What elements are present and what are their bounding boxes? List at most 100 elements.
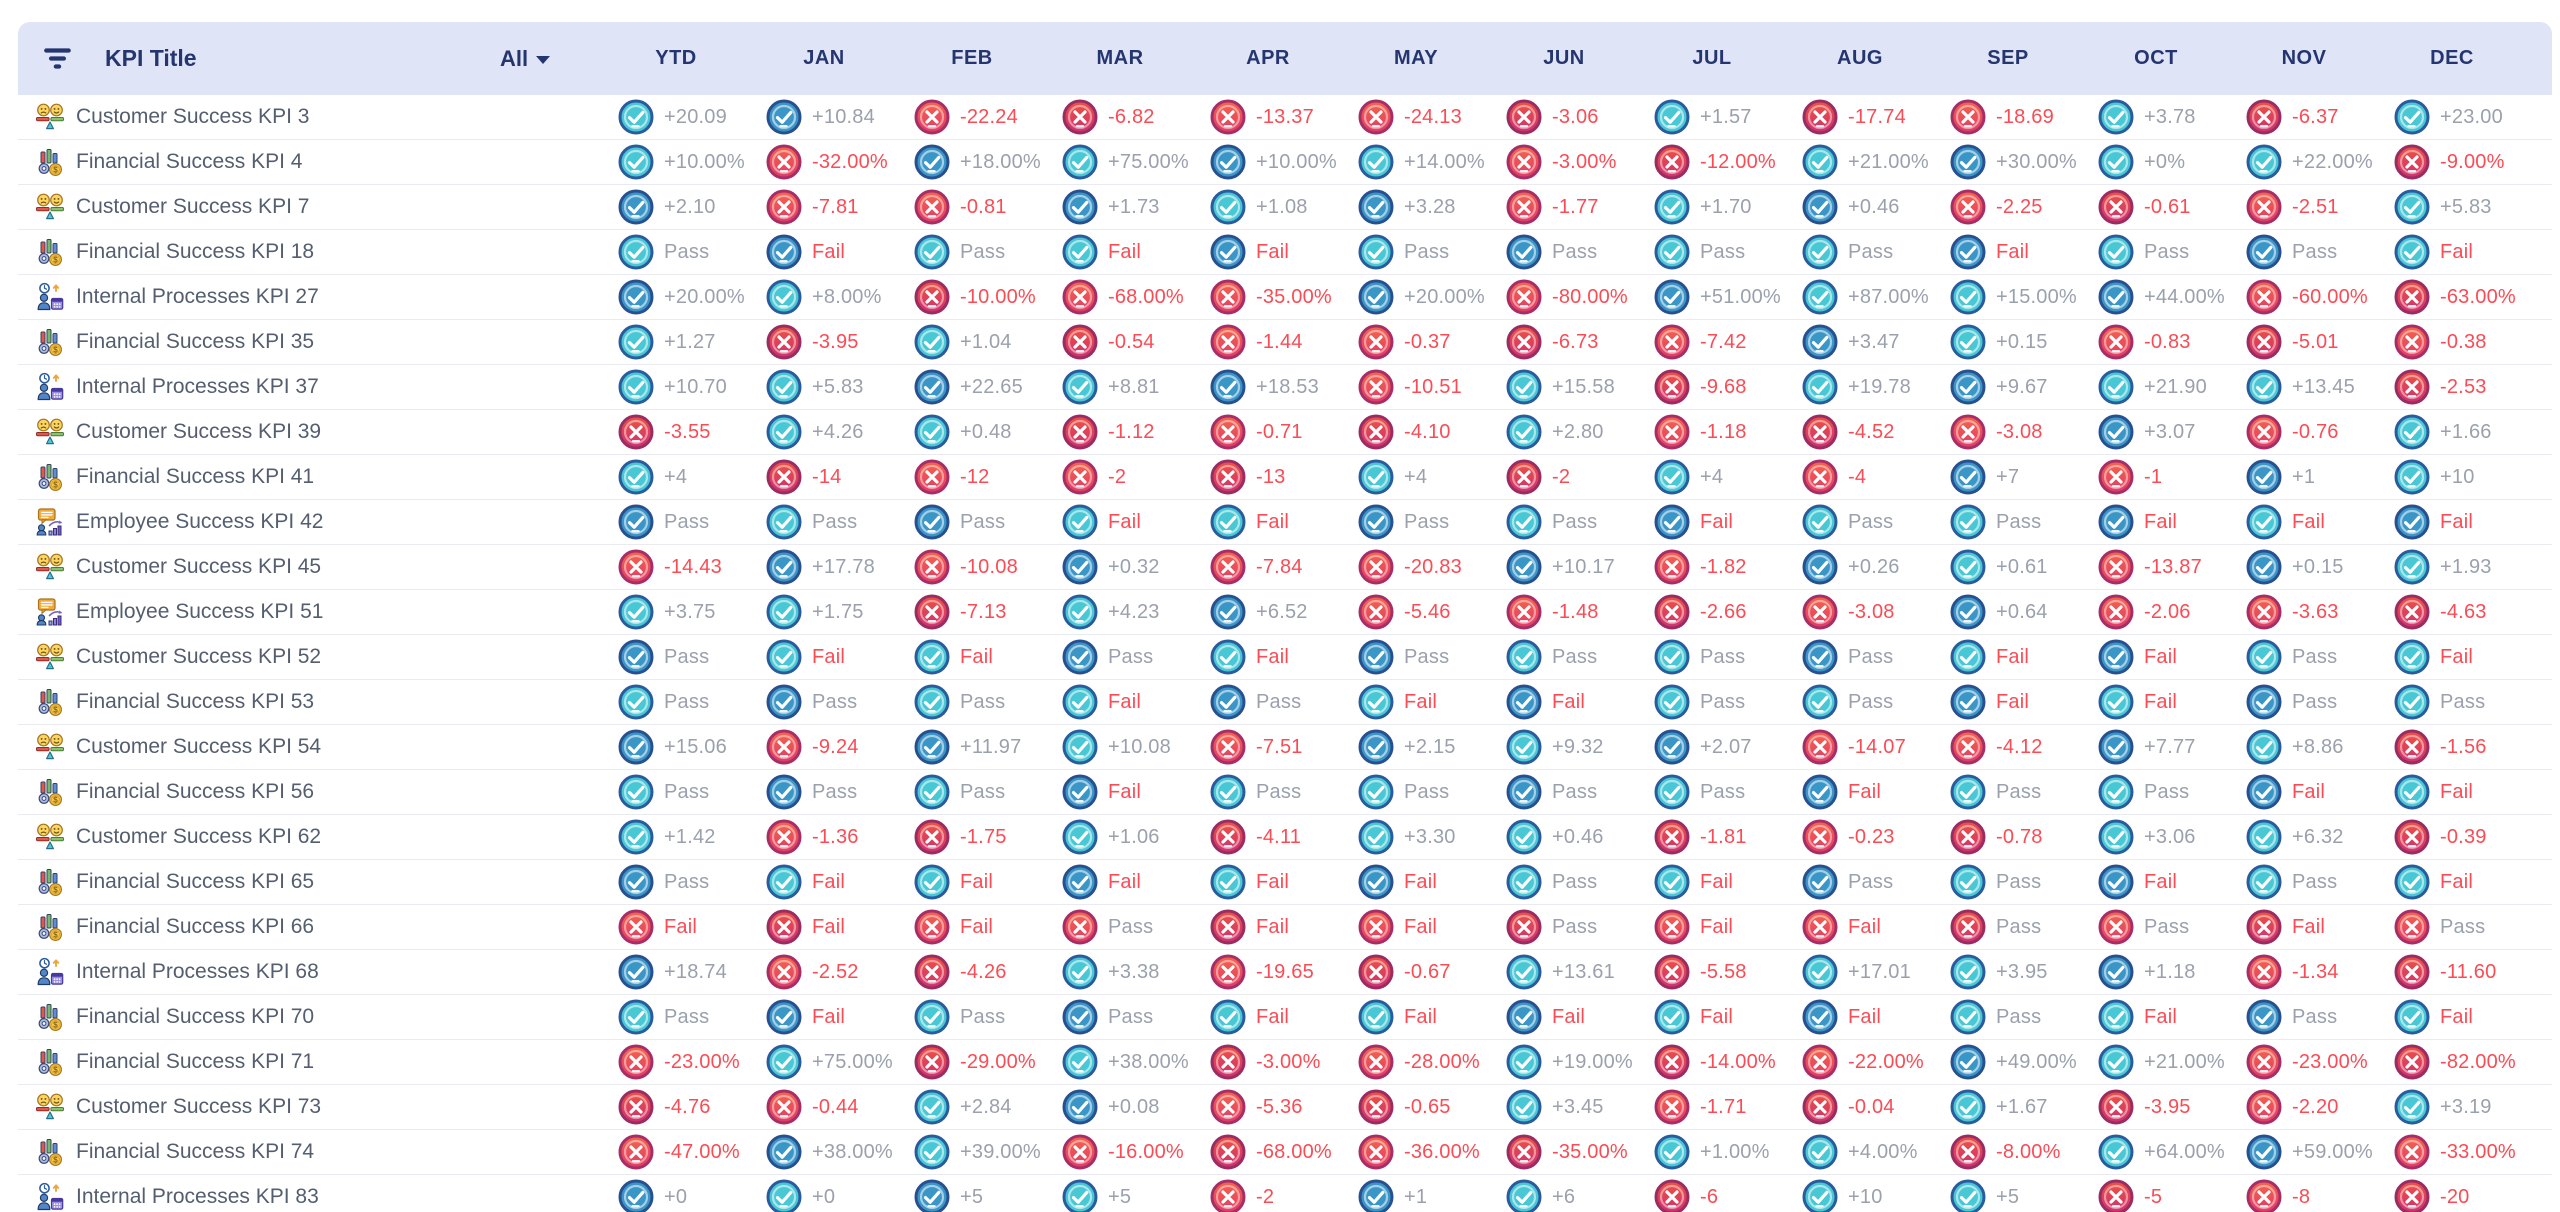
fail-icon — [914, 909, 950, 945]
kpi-value: Fail — [1848, 916, 1882, 938]
fail-icon — [1654, 1044, 1690, 1080]
fail-icon — [766, 189, 802, 225]
kpi-value: Pass — [2144, 916, 2190, 938]
kpi-value: Pass — [1404, 781, 1450, 803]
category-filter-dropdown[interactable]: All — [500, 22, 551, 95]
kpi-value: +17.01 — [1848, 961, 1911, 983]
pass-icon — [2394, 999, 2430, 1035]
fail-icon — [2246, 414, 2282, 450]
kpi-value: -0.78 — [1996, 826, 2043, 848]
kpi-value: Pass — [1108, 916, 1154, 938]
customer-success-icon — [35, 822, 65, 852]
kpi-value: -22.24 — [960, 106, 1018, 128]
kpi-value: -13.87 — [2144, 556, 2202, 578]
kpi-value: Pass — [664, 511, 710, 533]
kpi-value: Fail — [1848, 781, 1882, 803]
kpi-value: Pass — [2292, 1006, 2338, 1028]
pass-icon — [1506, 954, 1542, 990]
kpi-value: -7.13 — [960, 601, 1007, 623]
fail-icon — [1210, 549, 1246, 585]
kpi-value: Pass — [664, 241, 710, 263]
fail-icon — [1654, 909, 1690, 945]
pass-icon — [2098, 144, 2134, 180]
kpi-value: Fail — [1108, 781, 1142, 803]
kpi-value: +10.00% — [664, 151, 745, 173]
financial-success-icon — [35, 912, 65, 942]
pass-icon — [1062, 684, 1098, 720]
kpi-title: Internal Processes KPI 37 — [76, 375, 319, 398]
kpi-value: +3.38 — [1108, 961, 1160, 983]
financial-success-icon — [35, 867, 65, 897]
internal-success-icon — [35, 1182, 65, 1212]
pass-icon — [2246, 864, 2282, 900]
fail-icon — [1506, 189, 1542, 225]
pass-icon — [2394, 639, 2430, 675]
kpi-value: -0.61 — [2144, 196, 2191, 218]
kpi-value: Pass — [1108, 646, 1154, 668]
kpi-value: -0.76 — [2292, 421, 2339, 443]
kpi-value: Pass — [2144, 241, 2190, 263]
pass-icon — [2098, 954, 2134, 990]
kpi-value: -2.66 — [1700, 601, 1747, 623]
kpi-value: -0.65 — [1404, 1096, 1451, 1118]
kpi-value: +1.27 — [664, 331, 716, 353]
kpi-value: Pass — [1108, 1006, 1154, 1028]
pass-icon — [1210, 594, 1246, 630]
pass-icon — [2246, 234, 2282, 270]
kpi-title: Customer Success KPI 54 — [76, 735, 322, 758]
table-row: Employee Success KPI 42 Pass Pass Pass Fail F… — [18, 500, 2552, 545]
table-row: Customer Success KPI 3 +20.09 +10.84 -22.24… — [18, 95, 2552, 140]
kpi-value: -14.00% — [1700, 1051, 1776, 1073]
kpi-value: +4.23 — [1108, 601, 1160, 623]
kpi-title: Financial Success KPI 70 — [76, 1005, 315, 1028]
kpi-value: -3.95 — [2144, 1096, 2191, 1118]
pass-icon — [1802, 639, 1838, 675]
pass-icon — [1062, 1089, 1098, 1125]
table-row: Internal Processes KPI 83 +0 +0 +5 +5 -2 +1 +6 -… — [18, 1175, 2552, 1212]
table-row: Financial Success KPI 4 +10.00% -32.00% +18… — [18, 140, 2552, 185]
table-row: Internal Processes KPI 68 +18.74 -2.52 -4.2… — [18, 950, 2552, 995]
kpi-value: -35.00% — [1256, 286, 1332, 308]
kpi-value: Pass — [1996, 871, 2042, 893]
fail-icon — [2394, 324, 2430, 360]
kpi-value: Pass — [1996, 916, 2042, 938]
kpi-value: Fail — [1996, 691, 2030, 713]
pass-icon — [2246, 684, 2282, 720]
fail-icon — [1358, 594, 1394, 630]
category-filter-value: All — [500, 46, 529, 71]
pass-icon — [1506, 549, 1542, 585]
pass-icon — [1358, 639, 1394, 675]
kpi-value: +2.84 — [960, 1096, 1012, 1118]
kpi-value: Fail — [664, 916, 698, 938]
fail-icon — [1802, 594, 1838, 630]
kpi-value: +6 — [1552, 1186, 1576, 1208]
fail-icon — [1358, 369, 1394, 405]
kpi-value: +1.18 — [2144, 961, 2196, 983]
fail-icon — [2246, 1044, 2282, 1080]
kpi-value: Fail — [1700, 511, 1734, 533]
kpi-value: +21.00% — [1848, 151, 1929, 173]
kpi-value: Fail — [1108, 871, 1142, 893]
kpi-value: Pass — [1552, 871, 1598, 893]
fail-icon — [2246, 279, 2282, 315]
kpi-value: -5.46 — [1404, 601, 1451, 623]
pass-icon — [1358, 234, 1394, 270]
kpi-value: +20.00% — [1404, 286, 1485, 308]
pass-icon — [1506, 864, 1542, 900]
pass-icon — [1654, 684, 1690, 720]
kpi-value: -35.00% — [1552, 1141, 1628, 1163]
pass-icon — [1506, 369, 1542, 405]
kpi-value: -68.00% — [1108, 286, 1184, 308]
filter-button[interactable] — [42, 45, 74, 72]
table-row: Customer Success KPI 39 -3.55 +4.26 +0.48 -1… — [18, 410, 2552, 455]
fail-icon — [2394, 369, 2430, 405]
kpi-value: Fail — [812, 1006, 846, 1028]
pass-icon — [914, 774, 950, 810]
fail-icon — [1950, 819, 1986, 855]
pass-icon — [1802, 774, 1838, 810]
kpi-value: -18.69 — [1996, 106, 2054, 128]
kpi-value: Fail — [1404, 1006, 1438, 1028]
kpi-value: Fail — [2144, 1006, 2178, 1028]
pass-icon — [2246, 999, 2282, 1035]
kpi-value: Fail — [812, 646, 846, 668]
